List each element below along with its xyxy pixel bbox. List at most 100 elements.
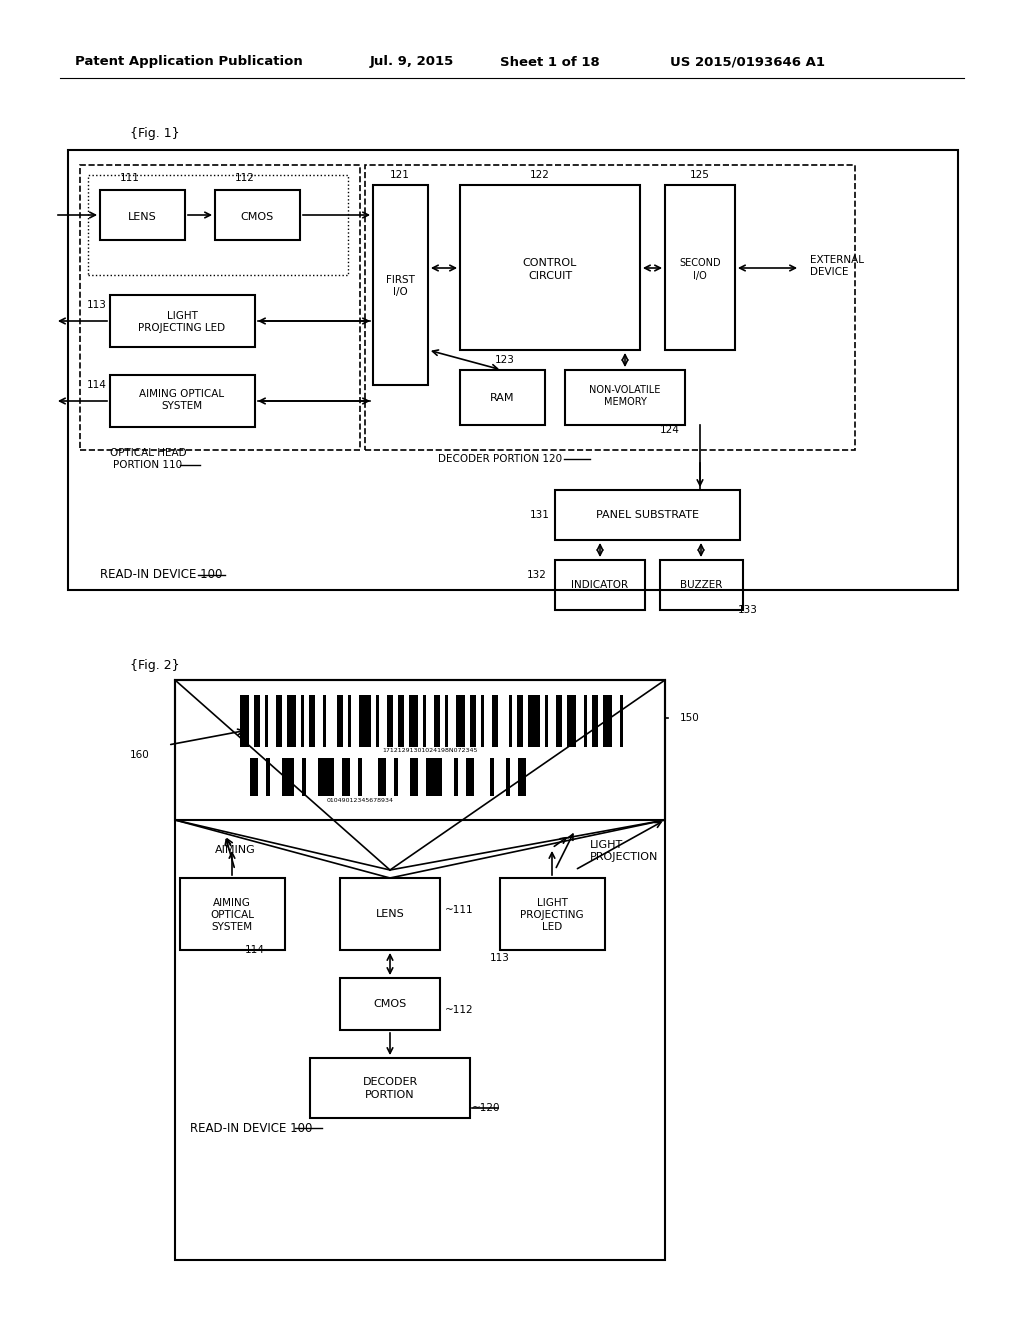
Bar bbox=[378, 758, 386, 796]
Text: Patent Application Publication: Patent Application Publication bbox=[75, 55, 303, 69]
Bar bbox=[506, 758, 510, 796]
Bar bbox=[528, 696, 540, 747]
Bar bbox=[323, 696, 326, 747]
Bar bbox=[620, 696, 623, 747]
Text: {Fig. 1}: {Fig. 1} bbox=[130, 127, 179, 140]
Bar bbox=[665, 185, 735, 350]
Bar bbox=[110, 294, 255, 347]
Text: OPTICAL: OPTICAL bbox=[210, 909, 254, 920]
Text: 111: 111 bbox=[120, 173, 140, 183]
Bar bbox=[100, 190, 185, 240]
Bar bbox=[301, 696, 304, 747]
Bar bbox=[215, 190, 300, 240]
Bar bbox=[340, 978, 440, 1030]
Text: 113: 113 bbox=[490, 953, 510, 964]
Bar bbox=[555, 560, 645, 610]
Text: LENS: LENS bbox=[376, 909, 404, 919]
Text: READ-IN DEVICE 100: READ-IN DEVICE 100 bbox=[190, 1122, 312, 1134]
Text: US 2015/0193646 A1: US 2015/0193646 A1 bbox=[670, 55, 825, 69]
Text: PORTION 110: PORTION 110 bbox=[114, 459, 182, 470]
Text: LIGHT: LIGHT bbox=[167, 312, 198, 321]
Text: PROJECTING LED: PROJECTING LED bbox=[138, 323, 225, 333]
Bar bbox=[500, 878, 605, 950]
Bar bbox=[387, 696, 393, 747]
Text: I/O: I/O bbox=[693, 271, 707, 281]
Text: PROJECTING: PROJECTING bbox=[520, 909, 584, 920]
Bar bbox=[445, 696, 449, 747]
Text: CIRCUIT: CIRCUIT bbox=[528, 271, 572, 281]
Bar bbox=[302, 758, 306, 796]
Text: BUZZER: BUZZER bbox=[680, 579, 722, 590]
Text: PORTION: PORTION bbox=[366, 1090, 415, 1100]
Text: LIGHT: LIGHT bbox=[537, 898, 567, 908]
Bar bbox=[426, 758, 442, 796]
Text: 160: 160 bbox=[130, 750, 150, 760]
Bar bbox=[460, 370, 545, 425]
Text: Sheet 1 of 18: Sheet 1 of 18 bbox=[500, 55, 600, 69]
Text: I/O: I/O bbox=[392, 286, 408, 297]
Text: 121: 121 bbox=[390, 170, 410, 180]
Bar bbox=[409, 696, 418, 747]
Bar bbox=[276, 696, 282, 747]
Bar bbox=[592, 696, 598, 747]
Text: LENS: LENS bbox=[128, 213, 157, 222]
Bar bbox=[556, 696, 562, 747]
Bar bbox=[545, 696, 548, 747]
Text: OPTICAL HEAD: OPTICAL HEAD bbox=[110, 447, 186, 458]
Bar bbox=[509, 696, 512, 747]
Text: ~112: ~112 bbox=[445, 1005, 474, 1015]
Bar bbox=[517, 696, 523, 747]
Bar bbox=[376, 696, 379, 747]
Bar bbox=[254, 696, 260, 747]
Bar bbox=[309, 696, 315, 747]
Text: PROJECTION: PROJECTION bbox=[590, 851, 658, 862]
Text: AIMING: AIMING bbox=[215, 845, 256, 855]
Text: NON-VOLATILE: NON-VOLATILE bbox=[590, 385, 660, 395]
Text: LED: LED bbox=[542, 921, 562, 932]
Bar bbox=[460, 185, 640, 350]
Text: 132: 132 bbox=[527, 570, 547, 579]
Bar bbox=[282, 758, 294, 796]
Bar bbox=[584, 696, 587, 747]
Text: SYSTEM: SYSTEM bbox=[211, 921, 253, 932]
Bar bbox=[266, 758, 270, 796]
Text: 114: 114 bbox=[245, 945, 265, 954]
Text: 114: 114 bbox=[87, 380, 106, 389]
Bar bbox=[250, 758, 258, 796]
Bar bbox=[603, 696, 612, 747]
Text: 131: 131 bbox=[530, 510, 550, 520]
Bar bbox=[410, 758, 418, 796]
Bar bbox=[240, 696, 249, 747]
Text: EXTERNAL: EXTERNAL bbox=[810, 255, 864, 265]
Text: DECODER PORTION 120: DECODER PORTION 120 bbox=[438, 454, 562, 465]
Bar bbox=[318, 758, 334, 796]
Bar bbox=[434, 696, 440, 747]
Text: {Fig. 2}: {Fig. 2} bbox=[130, 659, 179, 672]
Text: 113: 113 bbox=[87, 300, 106, 310]
Bar bbox=[454, 758, 458, 796]
Text: 01049012345678934: 01049012345678934 bbox=[327, 797, 393, 803]
Text: CMOS: CMOS bbox=[241, 213, 273, 222]
Text: DECODER: DECODER bbox=[362, 1077, 418, 1086]
Bar bbox=[358, 758, 362, 796]
Text: FIRST: FIRST bbox=[386, 275, 415, 285]
Bar bbox=[175, 680, 665, 1261]
Text: INDICATOR: INDICATOR bbox=[571, 579, 629, 590]
Bar bbox=[180, 878, 285, 950]
Text: AIMING OPTICAL: AIMING OPTICAL bbox=[139, 389, 224, 399]
Bar bbox=[481, 696, 484, 747]
Bar bbox=[365, 165, 855, 450]
Text: CONTROL: CONTROL bbox=[523, 257, 578, 268]
Text: CMOS: CMOS bbox=[374, 999, 407, 1008]
Bar bbox=[398, 696, 404, 747]
Text: 123: 123 bbox=[495, 355, 515, 366]
Text: PANEL SUBSTRATE: PANEL SUBSTRATE bbox=[596, 510, 698, 520]
Text: DEVICE: DEVICE bbox=[810, 267, 849, 277]
Bar bbox=[490, 758, 494, 796]
Text: 17121291301024198N072345: 17121291301024198N072345 bbox=[382, 747, 477, 752]
Bar bbox=[337, 696, 343, 747]
Bar bbox=[310, 1059, 470, 1118]
Bar bbox=[555, 490, 740, 540]
Bar bbox=[373, 185, 428, 385]
Bar bbox=[80, 165, 360, 450]
